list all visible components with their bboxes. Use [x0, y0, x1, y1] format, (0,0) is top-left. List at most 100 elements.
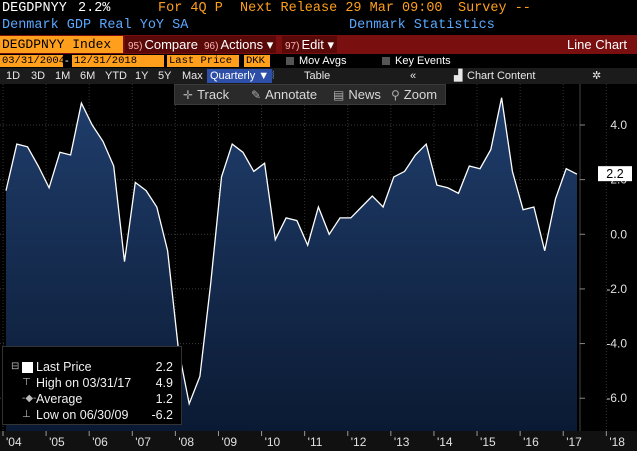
ticker-symbol[interactable]: DEGDPNYY [2, 1, 67, 16]
x-tick-label: '09 [221, 435, 237, 449]
data-point [468, 165, 470, 167]
zoom-tool[interactable]: ⚲ Zoom [391, 87, 438, 102]
range-1m[interactable]: 1M [55, 70, 71, 82]
data-point [447, 187, 449, 189]
key-events-checkbox[interactable] [382, 57, 390, 65]
security-index-field[interactable]: DEGDPNYY Index [0, 36, 123, 53]
last-value: 2.2% [78, 1, 111, 16]
x-gridlines [2, 84, 607, 431]
y-tick-label: -2.0 [606, 282, 627, 296]
currency-select[interactable]: DKK [244, 55, 270, 67]
legend-average: -◆- Average 1.2 [22, 392, 173, 406]
magnifier-icon: ⚲ [391, 88, 400, 102]
data-point [565, 168, 567, 170]
x-tick-label: '16 [523, 435, 539, 449]
chart-content-icon: ▟ [454, 70, 463, 82]
data-point [306, 244, 308, 246]
period-label: For 4Q P [158, 1, 223, 16]
x-tick-label: '10 [265, 435, 281, 449]
legend-high: ⊤ High on 03/31/17 4.9 [22, 376, 173, 390]
chart-legend: ⊟ Last Price 2.2 ⊤ High on 03/31/17 4.9 … [2, 346, 182, 425]
legend-last-price[interactable]: ⊟ Last Price 2.2 [11, 360, 173, 374]
x-tick-label: '04 [6, 435, 22, 449]
data-point [576, 173, 578, 175]
data-point [500, 96, 502, 98]
table-toggle[interactable]: Table [304, 70, 331, 82]
date-range-dash: - [65, 55, 69, 67]
data-point [91, 124, 93, 126]
actions-button[interactable]: 96) Actions ▾ [201, 36, 277, 53]
data-point [543, 249, 545, 251]
data-point [554, 198, 556, 200]
data-point [339, 217, 341, 219]
x-tick-label: '13 [394, 435, 410, 449]
security-header: DEGDPNYY 2.2% For 4Q P Next Release 29 M… [0, 0, 637, 18]
data-point [16, 143, 18, 145]
range-max[interactable]: Max [182, 70, 203, 82]
data-point [263, 162, 265, 164]
range-1y[interactable]: 1Y [135, 70, 149, 82]
y-tick-label: 0.0 [610, 227, 627, 241]
chart-content-button[interactable]: Chart Content [467, 70, 536, 82]
news-icon: ▤ [333, 88, 345, 102]
x-tick-label: '12 [351, 435, 367, 449]
data-point [457, 192, 459, 194]
low-marker-icon: ⊥ [22, 409, 31, 420]
data-point [134, 181, 136, 183]
news-tool[interactable]: ▤ News [333, 87, 381, 102]
range-1d[interactable]: 1D [6, 70, 21, 82]
security-subheader: Denmark GDP Real YoY SA Denmark Statisti… [0, 18, 637, 35]
collapse-icon[interactable]: ⊟ [11, 361, 20, 372]
frequency-select[interactable]: Quarterly ▼ [207, 69, 273, 83]
high-marker-icon: ⊤ [22, 377, 31, 388]
data-point [274, 239, 276, 241]
data-point [479, 168, 481, 170]
gear-icon[interactable]: ✲ [592, 70, 602, 82]
data-point [328, 233, 330, 235]
price-field-select[interactable]: Last Price [167, 55, 239, 67]
data-point [511, 170, 513, 172]
compare-button[interactable]: 95) Compare [125, 36, 201, 53]
x-tick-labels: '04 '05 '06 '07 '08 '09 '10 '11 '12 '13 '14 '15 '16 '… [2, 431, 625, 449]
pencil-icon: ✎ [251, 88, 262, 102]
data-point [123, 260, 125, 262]
line-chart-icon[interactable]: ⦚ [272, 70, 275, 82]
series-swatch [22, 362, 33, 373]
x-tick-label: '14 [437, 435, 453, 449]
data-point [26, 146, 28, 148]
range-5y[interactable]: 5Y [158, 70, 172, 82]
annotate-tool[interactable]: ✎ Annotate [251, 87, 318, 102]
x-tick-label: '05 [49, 435, 65, 449]
y-tick-label: 4.0 [610, 118, 627, 132]
end-date-field[interactable]: 12/31/2018 [72, 55, 164, 67]
data-point [102, 140, 104, 142]
mov-avgs-checkbox[interactable] [286, 57, 294, 65]
collapse-icon[interactable]: « [410, 70, 417, 82]
edit-button[interactable]: 97) Edit ▾ [282, 36, 337, 53]
track-tool[interactable]: ✛ Track [183, 87, 230, 102]
x-tick-label: '11 [308, 435, 323, 449]
survey-label: Survey -- [458, 1, 531, 16]
x-tick-label: '07 [135, 435, 151, 449]
data-point [209, 282, 211, 284]
mov-avgs-label: Mov Avgs [299, 55, 347, 67]
y-tick-label: -6.0 [606, 391, 627, 405]
range-3d[interactable]: 3D [31, 70, 46, 82]
range-6m[interactable]: 6M [80, 70, 96, 82]
data-point [156, 206, 158, 208]
data-point [533, 206, 535, 208]
x-tick-label: '15 [480, 435, 496, 449]
chart-settings-bar: 03/31/2004 - 12/31/2018 Last Price DKK M… [0, 54, 637, 68]
data-point [296, 219, 298, 221]
crosshair-icon: ✛ [183, 88, 194, 102]
data-point [436, 184, 438, 186]
range-ytd[interactable]: YTD [105, 70, 127, 82]
legend-low: ⊥ Low on 06/30/09 -6.2 [22, 408, 173, 422]
data-point [242, 151, 244, 153]
data-point [522, 208, 524, 210]
chart-tools-bar: ✛ Track ✎ Annotate ▤ News ⚲ Zoom [174, 84, 446, 105]
x-tick-label: '08 [178, 435, 194, 449]
start-date-field[interactable]: 03/31/2004 [0, 55, 66, 67]
data-point [393, 176, 395, 178]
data-point [317, 206, 319, 208]
